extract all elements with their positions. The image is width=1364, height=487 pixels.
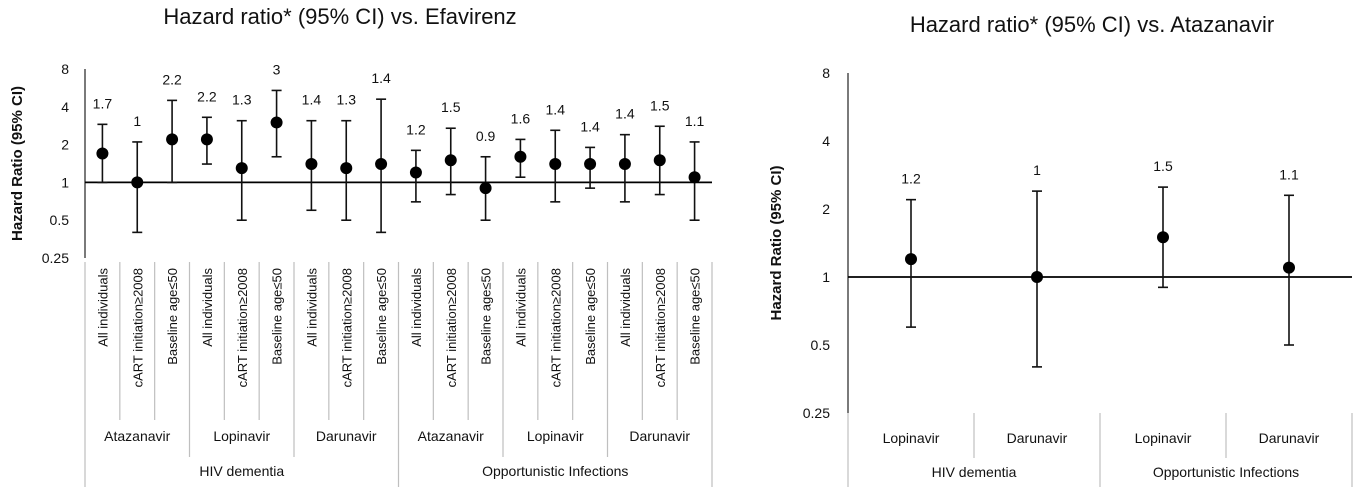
data-label: 1.5 [1153, 158, 1173, 174]
data-label: 1.7 [93, 95, 113, 111]
data-label: 1.4 [580, 118, 600, 134]
outcome-group-label: Opportunistic Infections [1153, 464, 1299, 480]
data-point [905, 253, 917, 266]
y-tick-label: 2 [61, 137, 69, 153]
category-label: All individuals [513, 268, 528, 347]
y-tick-label: 0.25 [42, 250, 69, 266]
category-label: All individuals [618, 268, 633, 347]
data-label: 1.4 [371, 70, 391, 86]
data-label: 1.3 [232, 92, 252, 108]
data-label: 0.9 [476, 128, 496, 144]
drug-group-label: Darunavir [316, 428, 377, 444]
data-point [653, 154, 666, 167]
data-point [444, 154, 457, 167]
data-label: 1 [133, 113, 141, 129]
y-tick-label: 8 [822, 65, 830, 81]
data-point [618, 158, 631, 171]
category-label: All individuals [304, 268, 319, 347]
data-label: 1.5 [441, 99, 461, 115]
drug-group-label: Lopinavir [213, 428, 270, 444]
data-label: 1.1 [685, 113, 705, 129]
y-tick-label: 4 [822, 133, 830, 149]
category-label: All individuals [409, 268, 424, 347]
data-point [1283, 261, 1295, 274]
data-point [96, 147, 109, 160]
data-point [409, 166, 422, 179]
chart-title: Hazard ratio* (95% CI) vs. Atazanavir [910, 12, 1274, 37]
chart-title: Hazard ratio* (95% CI) vs. Efavirenz [163, 4, 516, 29]
y-axis-label: Hazard Ratio (95% CI) [9, 86, 26, 241]
outcome-group-label: HIV dementia [199, 463, 284, 479]
drug-group-label: Lopinavir [527, 428, 584, 444]
data-label: 1.3 [337, 92, 357, 108]
data-label: 1.4 [302, 92, 322, 108]
category-label: Baseline age≤50 [583, 268, 598, 365]
data-label: 2.2 [162, 71, 182, 87]
y-tick-label: 2 [822, 201, 830, 217]
data-point [340, 162, 353, 175]
y-tick-label: 4 [61, 99, 69, 115]
data-point [688, 171, 701, 184]
data-label: 1.6 [511, 110, 531, 126]
data-point [270, 116, 283, 129]
category-label: cART initiation≥2008 [444, 268, 459, 387]
y-tick-label: 0.5 [811, 337, 831, 353]
data-label: 3 [273, 61, 281, 77]
category-label: cART initiation≥2008 [339, 268, 354, 387]
data-label: 1.2 [901, 171, 921, 187]
drug-group-label: Darunavir [629, 428, 690, 444]
y-tick-label: 0.25 [803, 405, 830, 421]
category-label: cART initiation≥2008 [235, 268, 250, 387]
data-point [375, 158, 388, 171]
category-label: Baseline age≤50 [165, 268, 180, 365]
data-point [166, 133, 179, 146]
data-point [584, 158, 597, 171]
category-label: Darunavir [1259, 430, 1320, 446]
y-tick-label: 8 [61, 61, 69, 77]
data-label: 1.4 [546, 101, 566, 117]
data-label: 1 [1033, 162, 1041, 178]
outcome-group-label: Opportunistic Infections [482, 463, 628, 479]
data-label: 1.2 [406, 121, 426, 137]
y-tick-label: 0.5 [50, 212, 70, 228]
category-label: Lopinavir [883, 430, 940, 446]
data-point [305, 158, 318, 171]
data-point [514, 150, 527, 163]
y-axis-label: Hazard Ratio (95% CI) [768, 165, 785, 320]
category-label: cART initiation≥2008 [130, 268, 145, 387]
y-tick-label: 1 [822, 269, 830, 285]
y-tick-label: 1 [61, 174, 69, 190]
data-label: 1.4 [615, 106, 635, 122]
data-point [131, 176, 144, 189]
category-label: Baseline age≤50 [270, 268, 285, 365]
data-label: 2.2 [197, 88, 217, 104]
category-label: Darunavir [1007, 430, 1068, 446]
category-label: Lopinavir [1135, 430, 1192, 446]
outcome-group-label: HIV dementia [932, 464, 1017, 480]
data-label: 1.5 [650, 97, 670, 113]
category-label: Baseline age≤50 [374, 268, 389, 365]
category-label: cART initiation≥2008 [548, 268, 563, 387]
category-label: All individuals [95, 268, 110, 347]
category-label: All individuals [200, 268, 215, 347]
data-label: 1.1 [1279, 166, 1299, 182]
data-point [479, 182, 492, 195]
category-label: Baseline age≤50 [479, 268, 494, 365]
data-point [1031, 271, 1043, 283]
category-label: Baseline age≤50 [688, 268, 703, 365]
data-point [1157, 231, 1169, 244]
data-point [200, 133, 213, 146]
data-point [235, 162, 248, 175]
category-label: cART initiation≥2008 [653, 268, 668, 387]
data-point [549, 158, 562, 171]
drug-group-label: Atazanavir [104, 428, 170, 444]
drug-group-label: Atazanavir [418, 428, 484, 444]
